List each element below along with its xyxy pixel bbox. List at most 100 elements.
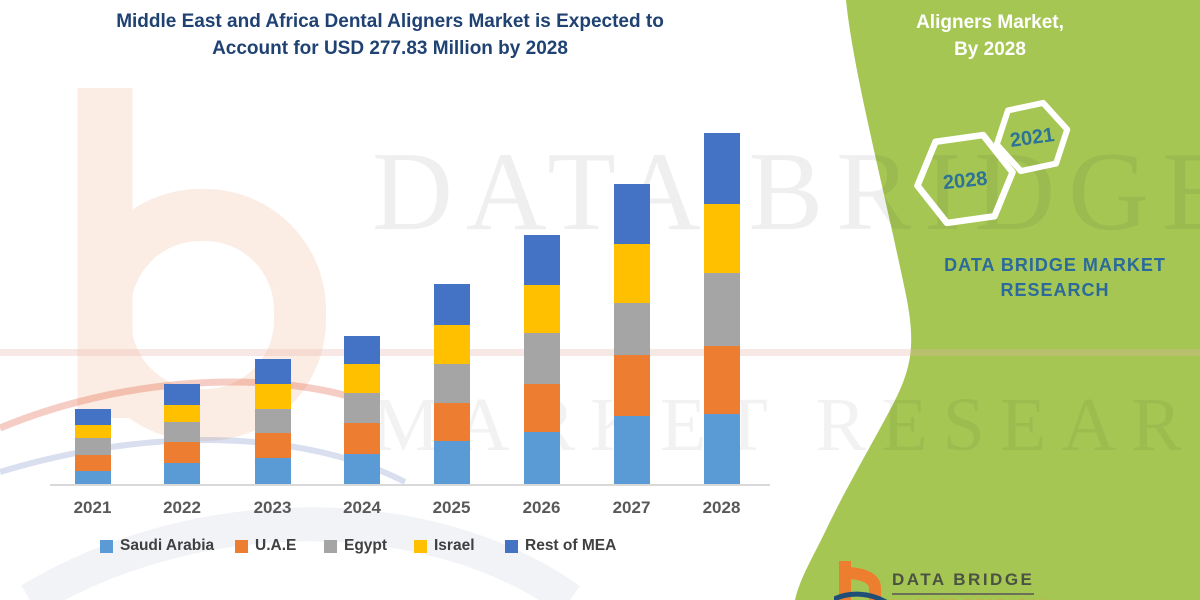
stacked-bar-2022 — [164, 384, 200, 484]
bar-segment-u-a-e-2026 — [523, 383, 560, 432]
legend-item-u-a-e: U.A.E — [235, 537, 296, 555]
footer-brand-subtitle: MARKET RESEARCH — [892, 597, 1052, 600]
x-tick-2021: 2021 — [73, 498, 112, 517]
legend-label: Egypt — [344, 537, 388, 554]
stacked-bar-2025 — [433, 284, 470, 484]
side-panel-heading-line2: By 2028 — [954, 39, 1026, 60]
hexagon-2021 — [993, 99, 1071, 175]
watermark-b-bowl — [79, 189, 326, 441]
x-tick-2026: 2026 — [522, 498, 561, 517]
bar-segment-egypt-2025 — [433, 364, 470, 404]
bar-segment-egypt-2022 — [164, 422, 200, 443]
bar-segment-u-a-e-2023 — [254, 432, 291, 458]
legend-label: Rest of MEA — [525, 537, 617, 554]
footer-brand-name: DATA BRIDGE — [892, 570, 1035, 589]
stacked-bar-2021 — [74, 409, 111, 484]
bar-segment-u-a-e-2021 — [74, 455, 111, 471]
green-panel-path — [795, 0, 1200, 600]
side-panel-brand: DATA BRIDGE MARKET RESEARCH — [930, 253, 1180, 303]
bar-segment-saudi-arabia-2026 — [523, 431, 560, 484]
bar-segment-israel-2026 — [523, 285, 560, 333]
bar-segment-rest-of-mea-2025 — [433, 284, 470, 325]
bar-segment-rest-of-mea-2021 — [74, 409, 111, 425]
legend-label: Saudi Arabia — [120, 537, 215, 554]
bar-segment-egypt-2026 — [523, 332, 560, 384]
watermark-logo-b — [0, 88, 580, 600]
bar-segment-rest-of-mea-2023 — [254, 358, 291, 384]
bar-segment-egypt-2023 — [254, 408, 291, 433]
stacked-bar-2024 — [344, 336, 380, 484]
bar-segment-egypt-2024 — [344, 393, 380, 424]
legend-swatch-icon — [414, 539, 427, 553]
legend-swatch-icon — [100, 539, 113, 553]
hexagon-badges: 2021 2028 — [914, 99, 1071, 227]
bar-segment-israel-2021 — [74, 424, 111, 439]
x-tick-2024: 2024 — [343, 498, 381, 517]
bar-segment-saudi-arabia-2021 — [74, 470, 111, 484]
legend-label: Israel — [434, 537, 475, 554]
legend-item-saudi-arabia: Saudi Arabia — [100, 537, 214, 555]
footer-logo-b-icon — [834, 561, 888, 600]
chart-title-line2: Account for USD 277.83 Million by 2028 — [212, 38, 568, 59]
bar-segment-u-a-e-2022 — [164, 442, 200, 464]
side-panel-brand-line2: RESEARCH — [1000, 280, 1110, 300]
legend-swatch-icon — [235, 539, 248, 553]
bar-segment-egypt-2028 — [703, 273, 740, 346]
bar-segment-saudi-arabia-2028 — [703, 414, 740, 484]
side-panel-heading: Aligners Market, By 2028 — [880, 9, 1100, 63]
bar-segment-israel-2027 — [613, 244, 650, 304]
bar-segment-saudi-arabia-2027 — [613, 416, 650, 484]
bar-segment-saudi-arabia-2023 — [254, 457, 291, 484]
watermark-bottom-arc — [21, 507, 580, 600]
legend-item-rest-of-mea: Rest of MEA — [505, 537, 616, 555]
x-tick-2027: 2027 — [612, 498, 651, 517]
bar-segment-saudi-arabia-2025 — [433, 441, 470, 484]
hexagon-2028-badge — [914, 131, 1016, 227]
footer-brand-rule — [892, 593, 1034, 595]
bar-segment-saudi-arabia-2024 — [344, 454, 380, 484]
bar-segment-israel-2025 — [433, 324, 470, 365]
stacked-bar-2027 — [613, 184, 650, 484]
bar-segment-rest-of-mea-2024 — [344, 336, 380, 365]
footer-logo-text: DATA BRIDGE MARKET RESEARCH — [892, 570, 1052, 600]
bar-segment-israel-2022 — [164, 405, 200, 423]
bar-segment-israel-2023 — [254, 383, 291, 409]
bar-segment-u-a-e-2025 — [433, 403, 470, 442]
side-panel-brand-line1: DATA BRIDGE MARKET — [944, 255, 1166, 275]
x-tick-2025: 2025 — [432, 498, 471, 517]
bar-segment-rest-of-mea-2026 — [523, 234, 560, 286]
bar-segment-israel-2024 — [344, 364, 380, 394]
bar-segment-saudi-arabia-2022 — [164, 463, 200, 484]
stacked-bar-2023 — [254, 358, 291, 484]
x-tick-2023: 2023 — [253, 498, 292, 517]
bar-segment-rest-of-mea-2027 — [613, 184, 650, 245]
plot-area — [50, 110, 770, 486]
hexagon-2028-label: 2028 — [942, 168, 989, 195]
bar-segment-israel-2028 — [703, 203, 740, 274]
watermark-pink-band — [0, 349, 1200, 356]
side-panel-heading-line1: Aligners Market, — [916, 12, 1064, 33]
bar-segment-rest-of-mea-2028 — [703, 132, 740, 204]
bar-segment-egypt-2021 — [74, 438, 111, 456]
watermark-red-swoosh — [0, 378, 356, 432]
bar-segment-rest-of-mea-2022 — [164, 384, 200, 406]
stacked-bar-2028 — [703, 132, 740, 484]
x-tick-2028: 2028 — [702, 498, 741, 517]
stacked-bar-2026 — [523, 234, 560, 484]
hexagon-2021-label: 2021 — [1009, 124, 1056, 152]
chart-title: Middle East and Africa Dental Aligners M… — [40, 8, 740, 62]
legend-swatch-icon — [505, 539, 518, 553]
legend-item-egypt: Egypt — [324, 537, 387, 555]
bar-segment-egypt-2027 — [613, 303, 650, 356]
legend-item-israel: Israel — [414, 537, 475, 555]
legend-swatch-icon — [324, 539, 337, 553]
chart-title-line1: Middle East and Africa Dental Aligners M… — [116, 11, 664, 32]
x-tick-2022: 2022 — [163, 498, 201, 517]
bar-segment-u-a-e-2028 — [703, 345, 740, 415]
watermark-text-line2: MARKET RESEARCH — [372, 383, 1200, 467]
bar-segment-u-a-e-2024 — [344, 423, 380, 455]
bar-segment-u-a-e-2027 — [613, 355, 650, 417]
legend-label: U.A.E — [255, 537, 297, 554]
